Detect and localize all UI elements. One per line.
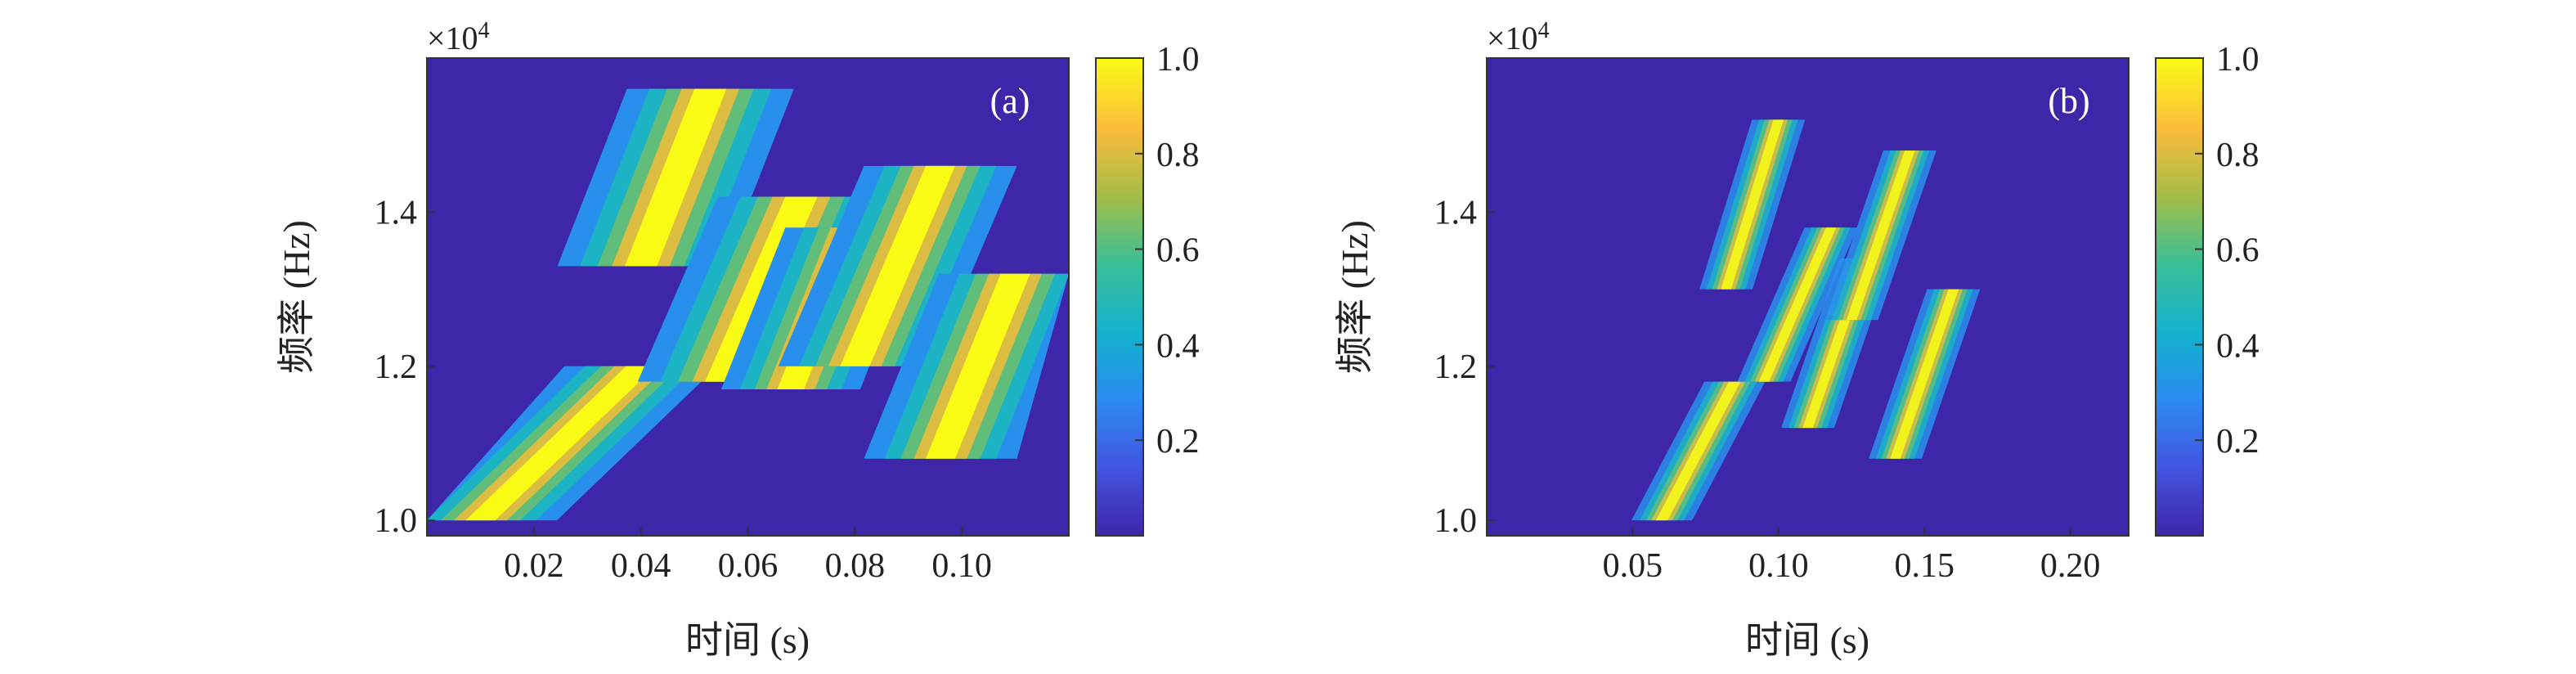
ridge-b-6 [1869,289,1981,459]
y-axis-label-a: 频率 (Hz) [276,220,317,374]
ridge-b-2-level-5 [1721,119,1784,290]
y-multiplier-exponent-a: 4 [478,18,490,43]
ridge-b-5-level-5 [1846,151,1915,321]
ridge-b-3-level-5 [1758,227,1837,382]
y-tick-label: 1.4 [375,194,418,231]
ridge-b-2 [1699,119,1806,290]
ridge-a-6 [864,273,1069,459]
colorbar-tick-label: 0.2 [1156,423,1200,461]
colorbar-ticks-a: 0.2 0.4 0.6 0.8 1.0 [1135,41,1200,461]
ridge-a-1 [427,366,718,521]
panel-a: ×104 0.02 0.04 0.06 0.08 0.10 1.01.21.4 (a) … [276,18,1200,661]
y-multiplier-a: ×104 [427,18,490,56]
x-tick-label: 0.15 [1894,547,1954,585]
ridge-a-5-level-5 [840,165,955,366]
plot-frame-b [1486,57,2129,537]
heatmap-b [1631,119,1981,521]
y-multiplier-b: ×104 [1487,18,1550,56]
colorbar-a [1095,57,1144,537]
ridge-b-6-level-5 [1890,289,1959,459]
y-tick-label: 1.4 [1434,194,1478,231]
colorbar-tick-label: 0.6 [1156,232,1200,270]
x-tick-label: 0.10 [931,547,992,585]
x-tick-label: 0.08 [825,547,886,585]
colorbar-tick-label: 0.6 [2216,232,2260,270]
x-axis-label-b: 时间 (s) [1745,619,1869,661]
colorbar-tick-label: 0.4 [2216,327,2260,365]
colorbar-b [2155,57,2204,537]
x-axis-label-a: 时间 (s) [685,619,810,661]
colorbar-ticks-b: 0.2 0.4 0.6 0.8 1.0 [2195,41,2260,461]
y-multiplier-exponent-b: 4 [1538,18,1550,43]
ridge-b-1-level-5 [1655,381,1741,521]
y-tick-label: 1.2 [1434,348,1478,386]
heatmap-a [427,88,1069,521]
y-tick-label: 1.0 [1434,502,1478,540]
ridge-b-1 [1631,381,1766,521]
colorbar-tick-label: 0.4 [1156,327,1200,365]
x-tick-label: 0.06 [718,547,779,585]
colorbar-tick-label: 0.8 [2216,137,2260,174]
colorbar-tick-label: 1.0 [1156,41,1200,79]
x-tick-label: 0.05 [1603,547,1663,585]
x-tick-label: 0.20 [2040,547,2101,585]
ridge-b-5 [1824,151,1936,321]
y-tick-label: 1.2 [375,348,418,386]
colorbar-tick-label: 0.8 [1156,137,1200,174]
x-tick-label: 0.02 [504,547,564,585]
y-tick-label: 1.0 [375,502,418,540]
ridge-a-2 [557,88,794,267]
y-axis-label-b: 频率 (Hz) [1334,220,1376,374]
x-axis-a: 0.02 0.04 0.06 0.08 0.10 [504,528,992,585]
x-tick-label: 0.10 [1748,547,1809,585]
ridge-a-1-level-5 [465,366,656,521]
y-axis-b: 1.0 1.2 1.4 [1434,194,1495,540]
panel-label-a: (a) [990,81,1030,121]
colorbar-tick-label: 1.0 [2216,41,2260,79]
colorbar-tick-label: 0.2 [2216,423,2260,461]
ridge-b-3 [1737,227,1858,382]
x-tick-label: 0.04 [611,547,671,585]
ridge-a-2-level-5 [625,88,727,267]
ridge-a-6-level-5 [926,273,1030,459]
x-axis-b: 0.05 0.10 0.15 0.20 [1603,528,2101,585]
ridge-a-5 [778,165,1017,366]
panel-b: ×104 0.05 0.10 0.15 0.20 1.0 1.2 1.4 (b) 时间 (… [1334,18,2260,661]
y-axis-a: 1.0 1.2 1.4 [375,194,435,540]
panel-label-b: (b) [2048,81,2089,121]
